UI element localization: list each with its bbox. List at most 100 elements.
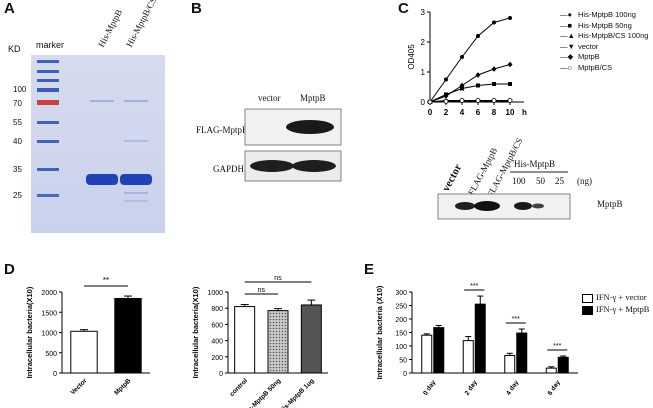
blot-c-his-bracket — [510, 171, 568, 173]
series-c-point-0 — [508, 16, 512, 20]
marker-ladder — [37, 60, 59, 197]
axis-e-ytick-label: 0 — [403, 371, 407, 378]
bar-e-0-2 — [504, 354, 516, 374]
blot-c-band-flag-mptpb-cs — [474, 201, 500, 211]
chartDR-bar-2 — [300, 304, 322, 374]
series-c-line-1 — [429, 83, 510, 103]
series-c-point-5 — [427, 99, 433, 105]
chartDR-bar-1 — [267, 310, 289, 374]
legend-c-item-2: —▲ His-MptpB/CS 100ng — [560, 31, 649, 40]
chartDR-ytick-label: 1000 — [207, 290, 223, 297]
panel-c-label: C — [398, 0, 409, 17]
series-c-point-4 — [475, 72, 481, 78]
axis-c-xtick-label: 0 — [428, 108, 433, 117]
axis-c-xtick-label: 2 — [444, 108, 449, 117]
chartDR-ytick-label: 600 — [211, 322, 223, 329]
series-c-point-1 — [476, 83, 480, 88]
legend-e-item-1: IFN-γ + MptpB — [582, 303, 649, 315]
gel-a-background — [31, 55, 165, 233]
series-c-point-0 — [492, 20, 496, 25]
axis-c-xtick-label: 6 — [476, 108, 481, 117]
marker-label: marker — [36, 40, 65, 50]
lane-label-mptpb: MptpB — [300, 93, 326, 103]
chartDR-ytick-label: 200 — [211, 355, 223, 362]
gel-a — [31, 55, 165, 233]
legend-c-item-1: —■ His-MptpB 50ng — [560, 20, 632, 30]
mw-55: 55 — [13, 118, 22, 127]
bar-e-1-1 — [474, 303, 486, 374]
western-blot-b — [244, 108, 342, 182]
gel-a-band-his-mptpb-cs — [120, 174, 152, 185]
axis-c-ytick-label: 1 — [421, 68, 426, 77]
blot-b-gapdh-band-2 — [292, 160, 336, 172]
axis-e-ytick-label: 150 — [395, 331, 407, 338]
legend-c-item-3: —▼ vector — [560, 41, 599, 51]
axis-e-ytick-label: 300 — [395, 290, 407, 297]
axis-e-ytick-label: 250 — [395, 304, 407, 311]
chartDL-bar-0 — [70, 330, 98, 374]
blot-c-band-flag-mptpb — [455, 202, 475, 210]
amount-100: 100 — [512, 176, 526, 186]
amount-50: 50 — [536, 176, 545, 186]
mw-100: 100 — [13, 85, 27, 94]
blot-b-flag-band — [286, 120, 334, 134]
bar-e-1-0 — [433, 327, 445, 374]
chartDL-bar-1 — [114, 297, 142, 374]
chartDL-xlabel-1: MptpB — [113, 377, 132, 396]
panel-a-label: A — [4, 0, 15, 17]
chartDR-xlabel-2: His-MptpB 1ug — [278, 377, 315, 408]
series-c-point-5 — [443, 99, 449, 104]
panel-b-label: B — [191, 0, 202, 17]
bar-e-1-2 — [516, 332, 528, 374]
legend-c-item-0: —● His-MptpB 100ng — [560, 10, 636, 19]
bar-e-1-3 — [557, 356, 569, 374]
lane-label-vector: vector — [258, 93, 281, 103]
series-c-line-5 — [429, 100, 510, 103]
chartDR-ytick-label: 0 — [219, 371, 223, 378]
legend-e: IFN-γ + vector IFN-γ + MptpB — [582, 291, 649, 315]
blot-c-lane-vector: vector — [440, 162, 465, 194]
row-label-gapdh: GAPDH — [213, 164, 245, 174]
chartDL-ylabel: Intracellular bacteria(X10) — [25, 286, 34, 378]
chartDR-xlabel-0: control — [229, 377, 250, 398]
series-c-point-0 — [476, 34, 480, 38]
legend-c: —● His-MptpB 100ng —■ His-MptpB 50ng —▲ His… — [560, 10, 648, 73]
axis-c-ytick-label: 2 — [421, 38, 426, 47]
axis-e-ylabel: Intracellular bacteria (X10) — [375, 285, 384, 379]
axis-c-xtick-label: 10 — [506, 108, 515, 117]
bar-chart-e: 0 50 100 150 200 250 300 Intracellular bacteria… — [375, 283, 578, 397]
axis-e-xlabel-2: 4 day — [505, 379, 520, 397]
bar-e-0-3 — [545, 367, 557, 374]
series-c-point-4 — [507, 61, 513, 68]
mw-35: 35 — [13, 165, 22, 174]
legend-e-item-0: IFN-γ + vector — [582, 291, 649, 303]
chartDR-ytick-label: 800 — [211, 306, 223, 313]
series-c-point-1 — [460, 86, 464, 91]
axis-c-xunit: h — [522, 108, 527, 117]
axis-c-ytick-label: 0 — [421, 98, 426, 107]
sig-d-right-label-1: ns — [274, 275, 282, 282]
series-c-point-1 — [492, 82, 496, 86]
sig-e-label-1: *** — [470, 283, 478, 290]
chartDL-ytick-label: 2000 — [41, 290, 57, 297]
chartDL-ytick-label: 0 — [53, 371, 57, 378]
series-c-point-1 — [508, 82, 512, 86]
series-c-point-5 — [507, 98, 513, 103]
axis-c-ylabel: OD405 — [407, 44, 416, 70]
chartDL-ytick-label: 1500 — [41, 310, 57, 317]
series-c-point-0 — [444, 77, 448, 82]
series-c-point-0 — [460, 55, 464, 59]
series-c-point-5 — [459, 98, 465, 103]
chartDR-ylabel: Intracellular bacteria(X10) — [191, 286, 200, 378]
panel-d-label: D — [4, 261, 15, 278]
kd-label: KD — [8, 44, 21, 54]
axis-e-xlabel-0: 0 day — [422, 379, 437, 397]
axis-e-ytick-label: 50 — [399, 358, 407, 365]
blot-b-gapdh-band-1 — [250, 160, 294, 172]
mw-25: 25 — [13, 191, 22, 200]
series-c-point-4 — [491, 66, 497, 72]
mw-40: 40 — [13, 137, 22, 146]
series-c-line-0 — [429, 17, 511, 103]
chartDR-bar-0 — [234, 306, 256, 374]
blot-c-band-label: MptpB — [597, 199, 623, 209]
